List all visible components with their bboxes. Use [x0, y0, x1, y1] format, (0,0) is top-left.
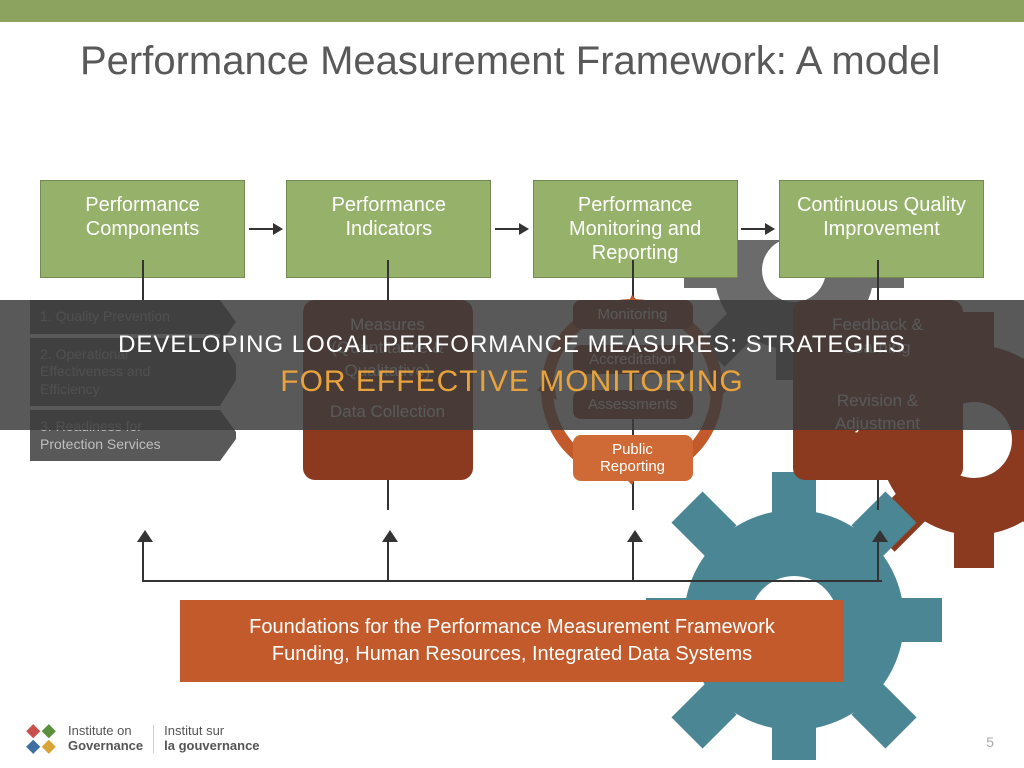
author-name: Shun [915, 724, 970, 750]
title-overlay-band: DEVELOPING LOCAL PERFORMANCE MEASURES: S… [0, 300, 1024, 430]
org-name: Institute onGovernance [68, 724, 143, 754]
overlay-line1: DEVELOPING LOCAL PERFORMANCE MEASURES: S… [118, 331, 906, 359]
slide-footer: Institute onGovernance Institut surla go… [24, 696, 1000, 756]
up-arrow-icon [387, 540, 389, 580]
up-arrow-icon [142, 540, 144, 580]
slide-title: Performance Measurement Framework: A mod… [80, 38, 940, 84]
page-number: 5 [986, 734, 994, 750]
logo-mark-icon [24, 722, 58, 756]
horizontal-connector [142, 580, 882, 582]
up-arrow-icon [632, 540, 634, 580]
divider [153, 725, 154, 753]
connector-line [142, 260, 144, 300]
org-logo: Institute onGovernance Institut surla go… [24, 722, 260, 756]
overlay-line2: FOR EFFECTIVE MONITORING [280, 365, 743, 399]
foundation-box: Foundations for the Performance Measurem… [180, 600, 844, 682]
up-arrow-icon [877, 540, 879, 580]
monitoring-item-public: Public Reporting [573, 435, 693, 481]
org-name-fr: Institut surla gouvernance [164, 724, 259, 754]
top-accent-bar [0, 0, 1024, 22]
